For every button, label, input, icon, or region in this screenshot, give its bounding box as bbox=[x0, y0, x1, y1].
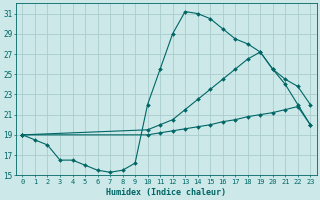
X-axis label: Humidex (Indice chaleur): Humidex (Indice chaleur) bbox=[106, 188, 226, 197]
